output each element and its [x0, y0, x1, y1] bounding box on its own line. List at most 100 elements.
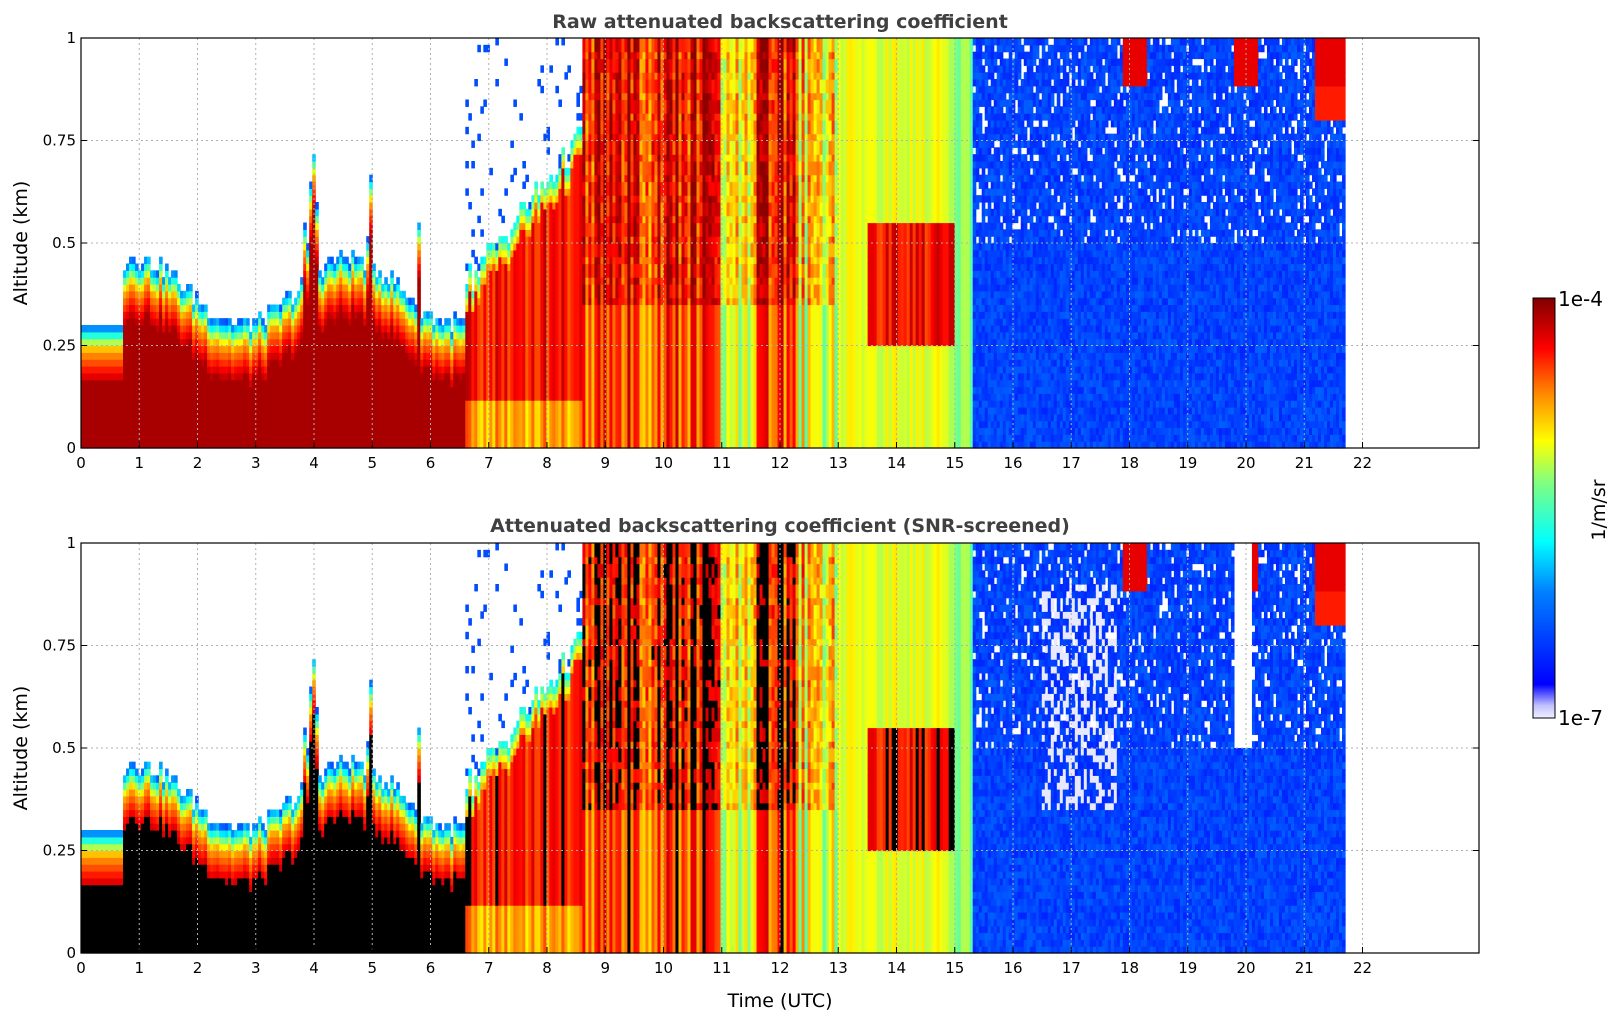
heatmap-cell: [285, 420, 289, 429]
heatmap-cell: [312, 256, 316, 265]
heatmap-cell: [522, 161, 526, 169]
heatmap-cell: [132, 434, 136, 442]
heatmap-cell: [465, 188, 469, 196]
heatmap-cell: [123, 379, 127, 388]
heatmap-cell: [165, 304, 169, 312]
heatmap-cell: [147, 325, 151, 333]
heatmap-cell: [231, 325, 235, 333]
heatmap-cell: [243, 338, 247, 347]
heatmap-cell: [225, 338, 229, 347]
heatmap-cell: [96, 345, 100, 353]
heatmap-cell: [402, 290, 406, 299]
heatmap-cell: [198, 441, 202, 449]
heatmap-cell: [180, 386, 184, 394]
heatmap-cell: [240, 407, 244, 415]
heatmap-cell: [186, 325, 190, 333]
heatmap-cell: [339, 249, 343, 258]
heatmap-cell: [123, 407, 127, 415]
heatmap-cell: [177, 325, 181, 333]
heatmap-cell: [306, 345, 310, 353]
heatmap-cell: [489, 167, 493, 176]
heatmap-cell: [165, 420, 169, 429]
heatmap-cell: [144, 407, 148, 415]
heatmap-cell: [81, 400, 85, 408]
heatmap-cell: [147, 297, 151, 306]
heatmap-cell: [168, 284, 172, 292]
heatmap-cell: [258, 400, 262, 408]
heatmap-cell: [303, 325, 307, 333]
heatmap-cell: [84, 420, 88, 429]
heatmap-cell: [318, 407, 322, 415]
heatmap-cell: [168, 372, 172, 381]
heatmap-cell: [111, 359, 115, 367]
heatmap-cell: [159, 413, 163, 422]
heatmap-cell: [282, 345, 286, 353]
heatmap-cell: [276, 359, 280, 367]
heatmap-cell: [279, 331, 283, 340]
heatmap-cell: [117, 366, 121, 374]
heatmap-cell: [270, 407, 274, 415]
heatmap-cell: [309, 229, 313, 237]
heatmap-cell: [210, 420, 214, 429]
heatmap-cell: [243, 379, 247, 388]
heatmap-cell: [141, 338, 145, 347]
heatmap-cell: [159, 331, 163, 340]
heatmap-cell: [147, 338, 151, 347]
heatmap-cell: [276, 427, 280, 435]
heatmap-cell: [270, 413, 274, 422]
heatmap-cell: [315, 345, 319, 353]
heatmap-cell: [318, 352, 322, 360]
heatmap-cell: [246, 386, 250, 394]
heatmap-cell: [243, 393, 247, 401]
heatmap-cell: [297, 379, 301, 388]
heatmap-cell: [264, 345, 268, 353]
heatmap-cell: [231, 338, 235, 347]
heatmap-cell: [291, 366, 295, 374]
heatmap-cell: [282, 386, 286, 394]
heatmap-cell: [108, 372, 112, 381]
heatmap-cell: [210, 345, 214, 353]
heatmap-cell: [165, 270, 169, 278]
heatmap-cell: [273, 393, 277, 401]
heatmap-cell: [246, 359, 250, 367]
heatmap-cell: [195, 318, 199, 326]
heatmap-cell: [237, 434, 241, 442]
heatmap-cell: [174, 290, 178, 299]
heatmap-cell: [186, 366, 190, 374]
heatmap-cell: [300, 427, 304, 435]
heatmap-cell: [81, 434, 85, 442]
heatmap-cell: [162, 359, 166, 367]
heatmap-cell: [138, 386, 142, 394]
heatmap-cell: [123, 277, 127, 285]
heatmap-cell: [285, 331, 289, 340]
heatmap-cell: [315, 379, 319, 388]
heatmap-cell: [228, 352, 232, 360]
heatmap-cell: [90, 359, 94, 367]
heatmap-cell: [306, 407, 310, 415]
heatmap-cell: [213, 420, 217, 429]
heatmap-cell: [150, 284, 154, 292]
heatmap-cell: [306, 249, 310, 258]
heatmap-cell: [168, 318, 172, 326]
heatmap-cell: [159, 304, 163, 312]
heatmap-cell: [102, 393, 106, 401]
heatmap-cell: [165, 386, 169, 394]
heatmap-cell: [315, 427, 319, 435]
heatmap-cell: [180, 366, 184, 374]
heatmap-cell: [171, 311, 175, 319]
heatmap-cell: [318, 400, 322, 408]
heatmap-cell: [534, 181, 538, 189]
heatmap-cell: [177, 331, 181, 340]
heatmap-cell: [195, 359, 199, 367]
heatmap-cell: [174, 304, 178, 312]
heatmap-cell: [147, 400, 151, 408]
heatmap-cell: [141, 345, 145, 353]
heatmap-cell: [165, 366, 169, 374]
heatmap-cell: [210, 400, 214, 408]
heatmap-cell: [285, 297, 289, 306]
heatmap-cell: [126, 345, 130, 353]
heatmap-cell: [291, 304, 295, 312]
heatmap-cell: [471, 229, 475, 237]
heatmap-cell: [300, 352, 304, 360]
heatmap-cell: [102, 420, 106, 429]
